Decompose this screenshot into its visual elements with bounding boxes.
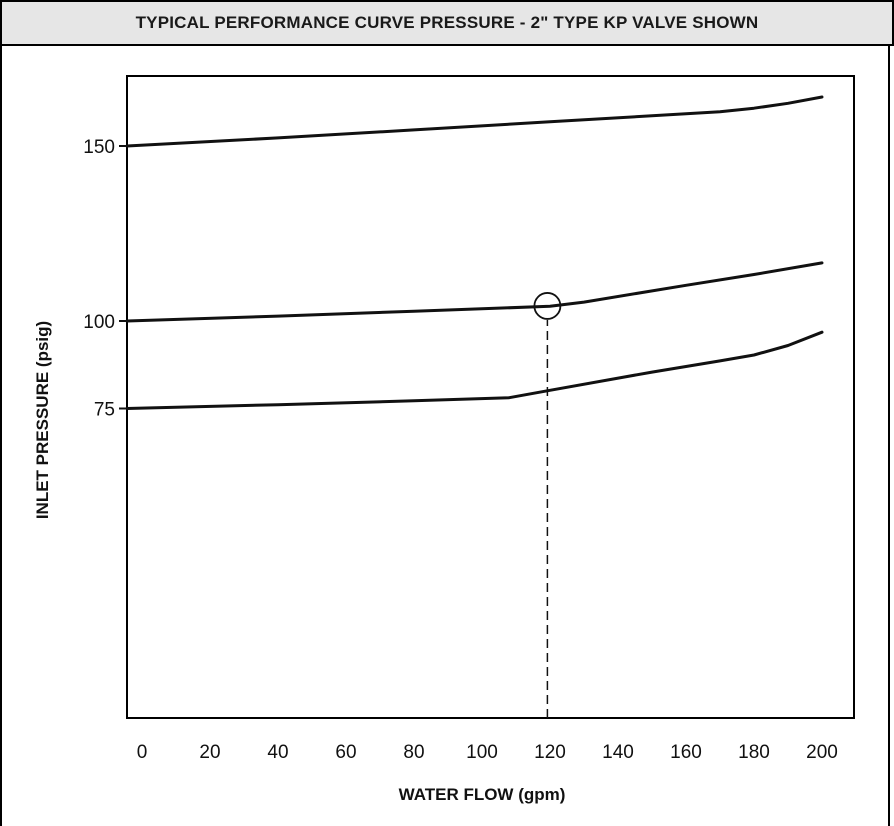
x-tick-label: 200 — [806, 742, 838, 763]
x-tick-label: 180 — [738, 742, 770, 763]
figure-frame — [0, 44, 890, 826]
y-tick-label: 150 — [83, 137, 115, 158]
x-axis-ticks: 0 20 40 60 80 100 120 140 160 180 200 — [137, 742, 838, 763]
chart-header: TYPICAL PERFORMANCE CURVE PRESSURE - 2" … — [0, 0, 894, 46]
series-line-1 — [125, 95, 824, 148]
x-tick-label: 0 — [137, 742, 148, 763]
x-tick-label: 120 — [534, 742, 566, 763]
series-line-2 — [125, 261, 824, 323]
chart-title: TYPICAL PERFORMANCE CURVE PRESSURE - 2" … — [135, 13, 759, 32]
operating-point-circle — [533, 292, 562, 320]
x-tick-label: 20 — [199, 742, 220, 763]
series-line-3 — [125, 330, 824, 410]
x-tick-label: 160 — [670, 742, 702, 763]
x-axis-title: WATER FLOW (gpm) — [399, 785, 566, 804]
x-tick-label: 140 — [602, 742, 634, 763]
x-tick-label: 60 — [335, 742, 356, 763]
y-axis-ticks: 150 100 75 — [83, 137, 127, 421]
marker-group — [533, 292, 562, 718]
x-tick-label: 80 — [403, 742, 424, 763]
y-tick-label: 75 — [94, 400, 115, 421]
x-tick-label: 40 — [267, 742, 288, 763]
y-axis-title: INLET PRESSURE (psig) — [33, 321, 52, 519]
x-tick-label: 100 — [466, 742, 498, 763]
plot-area — [126, 75, 855, 719]
y-tick-label: 100 — [83, 312, 115, 333]
series-group — [125, 95, 824, 410]
